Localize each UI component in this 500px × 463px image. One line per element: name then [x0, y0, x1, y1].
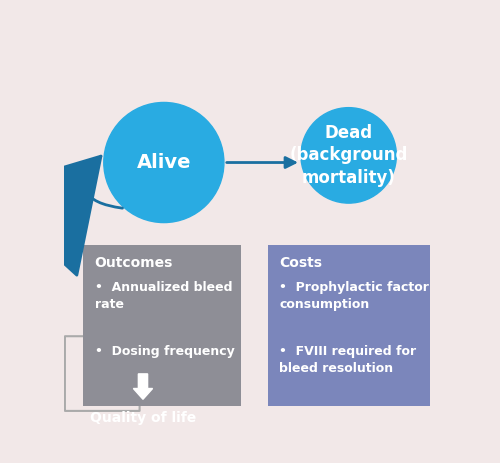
Text: •  FVIII required for
bleed resolution: • FVIII required for bleed resolution — [280, 345, 416, 375]
Text: Dead
(background
mortality): Dead (background mortality) — [290, 124, 408, 187]
Text: Costs: Costs — [280, 256, 322, 270]
Text: Alive: Alive — [136, 153, 191, 172]
Text: •  Prophylactic factor
consumption: • Prophylactic factor consumption — [280, 281, 429, 311]
FancyBboxPatch shape — [83, 244, 241, 406]
Circle shape — [301, 107, 396, 203]
FancyArrowPatch shape — [0, 156, 122, 275]
Circle shape — [104, 102, 224, 223]
Text: Outcomes: Outcomes — [94, 256, 173, 270]
FancyBboxPatch shape — [65, 336, 140, 411]
Text: •  Annualized bleed
rate: • Annualized bleed rate — [94, 281, 232, 311]
FancyBboxPatch shape — [268, 244, 430, 406]
Text: Quality of life: Quality of life — [90, 411, 196, 425]
Polygon shape — [134, 374, 152, 399]
Text: •  Dosing frequency: • Dosing frequency — [94, 345, 234, 358]
